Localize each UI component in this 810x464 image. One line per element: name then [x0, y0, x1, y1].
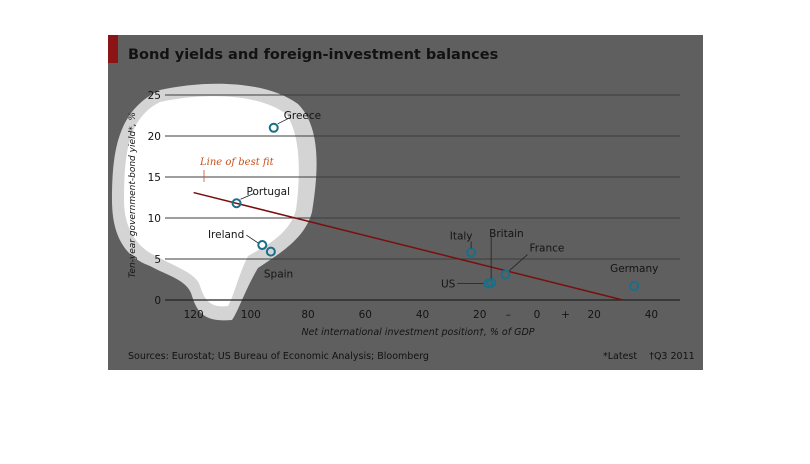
- x-tick-label: 20: [587, 309, 600, 321]
- fit-line: [193, 191, 623, 301]
- sources-note: Sources: Eurostat; US Bureau of Economic…: [128, 351, 429, 362]
- footnote-latest: *Latest: [603, 351, 638, 362]
- data-point: [231, 198, 242, 209]
- data-point: [500, 269, 511, 280]
- y-tick-label: 25: [148, 90, 161, 102]
- footnotes: *Latest †Q3 2011: [603, 351, 695, 362]
- point-label: Greece: [284, 110, 321, 122]
- fit-line-label: Line of best fit: [199, 157, 275, 168]
- point-label: Britain: [489, 228, 524, 240]
- data-point: [257, 240, 268, 251]
- x-tick-label: +: [561, 309, 570, 321]
- x-tick-label: 100: [241, 309, 261, 321]
- data-point: [483, 278, 494, 289]
- point-label: Ireland: [208, 229, 244, 241]
- x-tick-label: 80: [301, 309, 314, 321]
- label-leader: [246, 234, 259, 244]
- chart-title: Bond yields and foreign-investment balan…: [128, 47, 499, 63]
- y-tick-label: 15: [148, 172, 161, 184]
- x-tick-label: 40: [645, 309, 658, 321]
- x-tick-label: 20: [473, 309, 486, 321]
- highlight-region: [124, 96, 299, 307]
- x-tick-label: –: [506, 309, 511, 321]
- label-leader: [509, 254, 528, 271]
- y-tick-label: 20: [148, 131, 161, 143]
- point-label: Portugal: [247, 186, 291, 198]
- x-axis-label: Net international investment position†, …: [301, 327, 534, 338]
- footnote-q3: †Q3 2011: [649, 351, 695, 362]
- y-tick-label: 0: [154, 295, 161, 307]
- point-label: Germany: [610, 263, 658, 275]
- label-leader: [240, 192, 255, 200]
- data-point: [629, 281, 640, 292]
- title-accent-bar: [108, 35, 118, 63]
- label-leader: [277, 117, 290, 125]
- x-tick-label: 0: [534, 309, 541, 321]
- point-label: Italy: [450, 230, 473, 242]
- y-tick-label: 10: [148, 213, 161, 225]
- point-label: US: [441, 279, 456, 291]
- point-label: Spain: [264, 269, 293, 281]
- data-point: [466, 247, 477, 258]
- x-tick-label: 120: [184, 309, 204, 321]
- point-label: France: [529, 243, 564, 255]
- y-tick-label: 5: [154, 254, 161, 266]
- x-tick-label: 60: [359, 309, 372, 321]
- y-axis-label: Ten-year government-bond yield*, %: [128, 112, 138, 278]
- data-point: [268, 122, 279, 133]
- data-point: [265, 246, 276, 257]
- x-tick-label: 40: [416, 309, 429, 321]
